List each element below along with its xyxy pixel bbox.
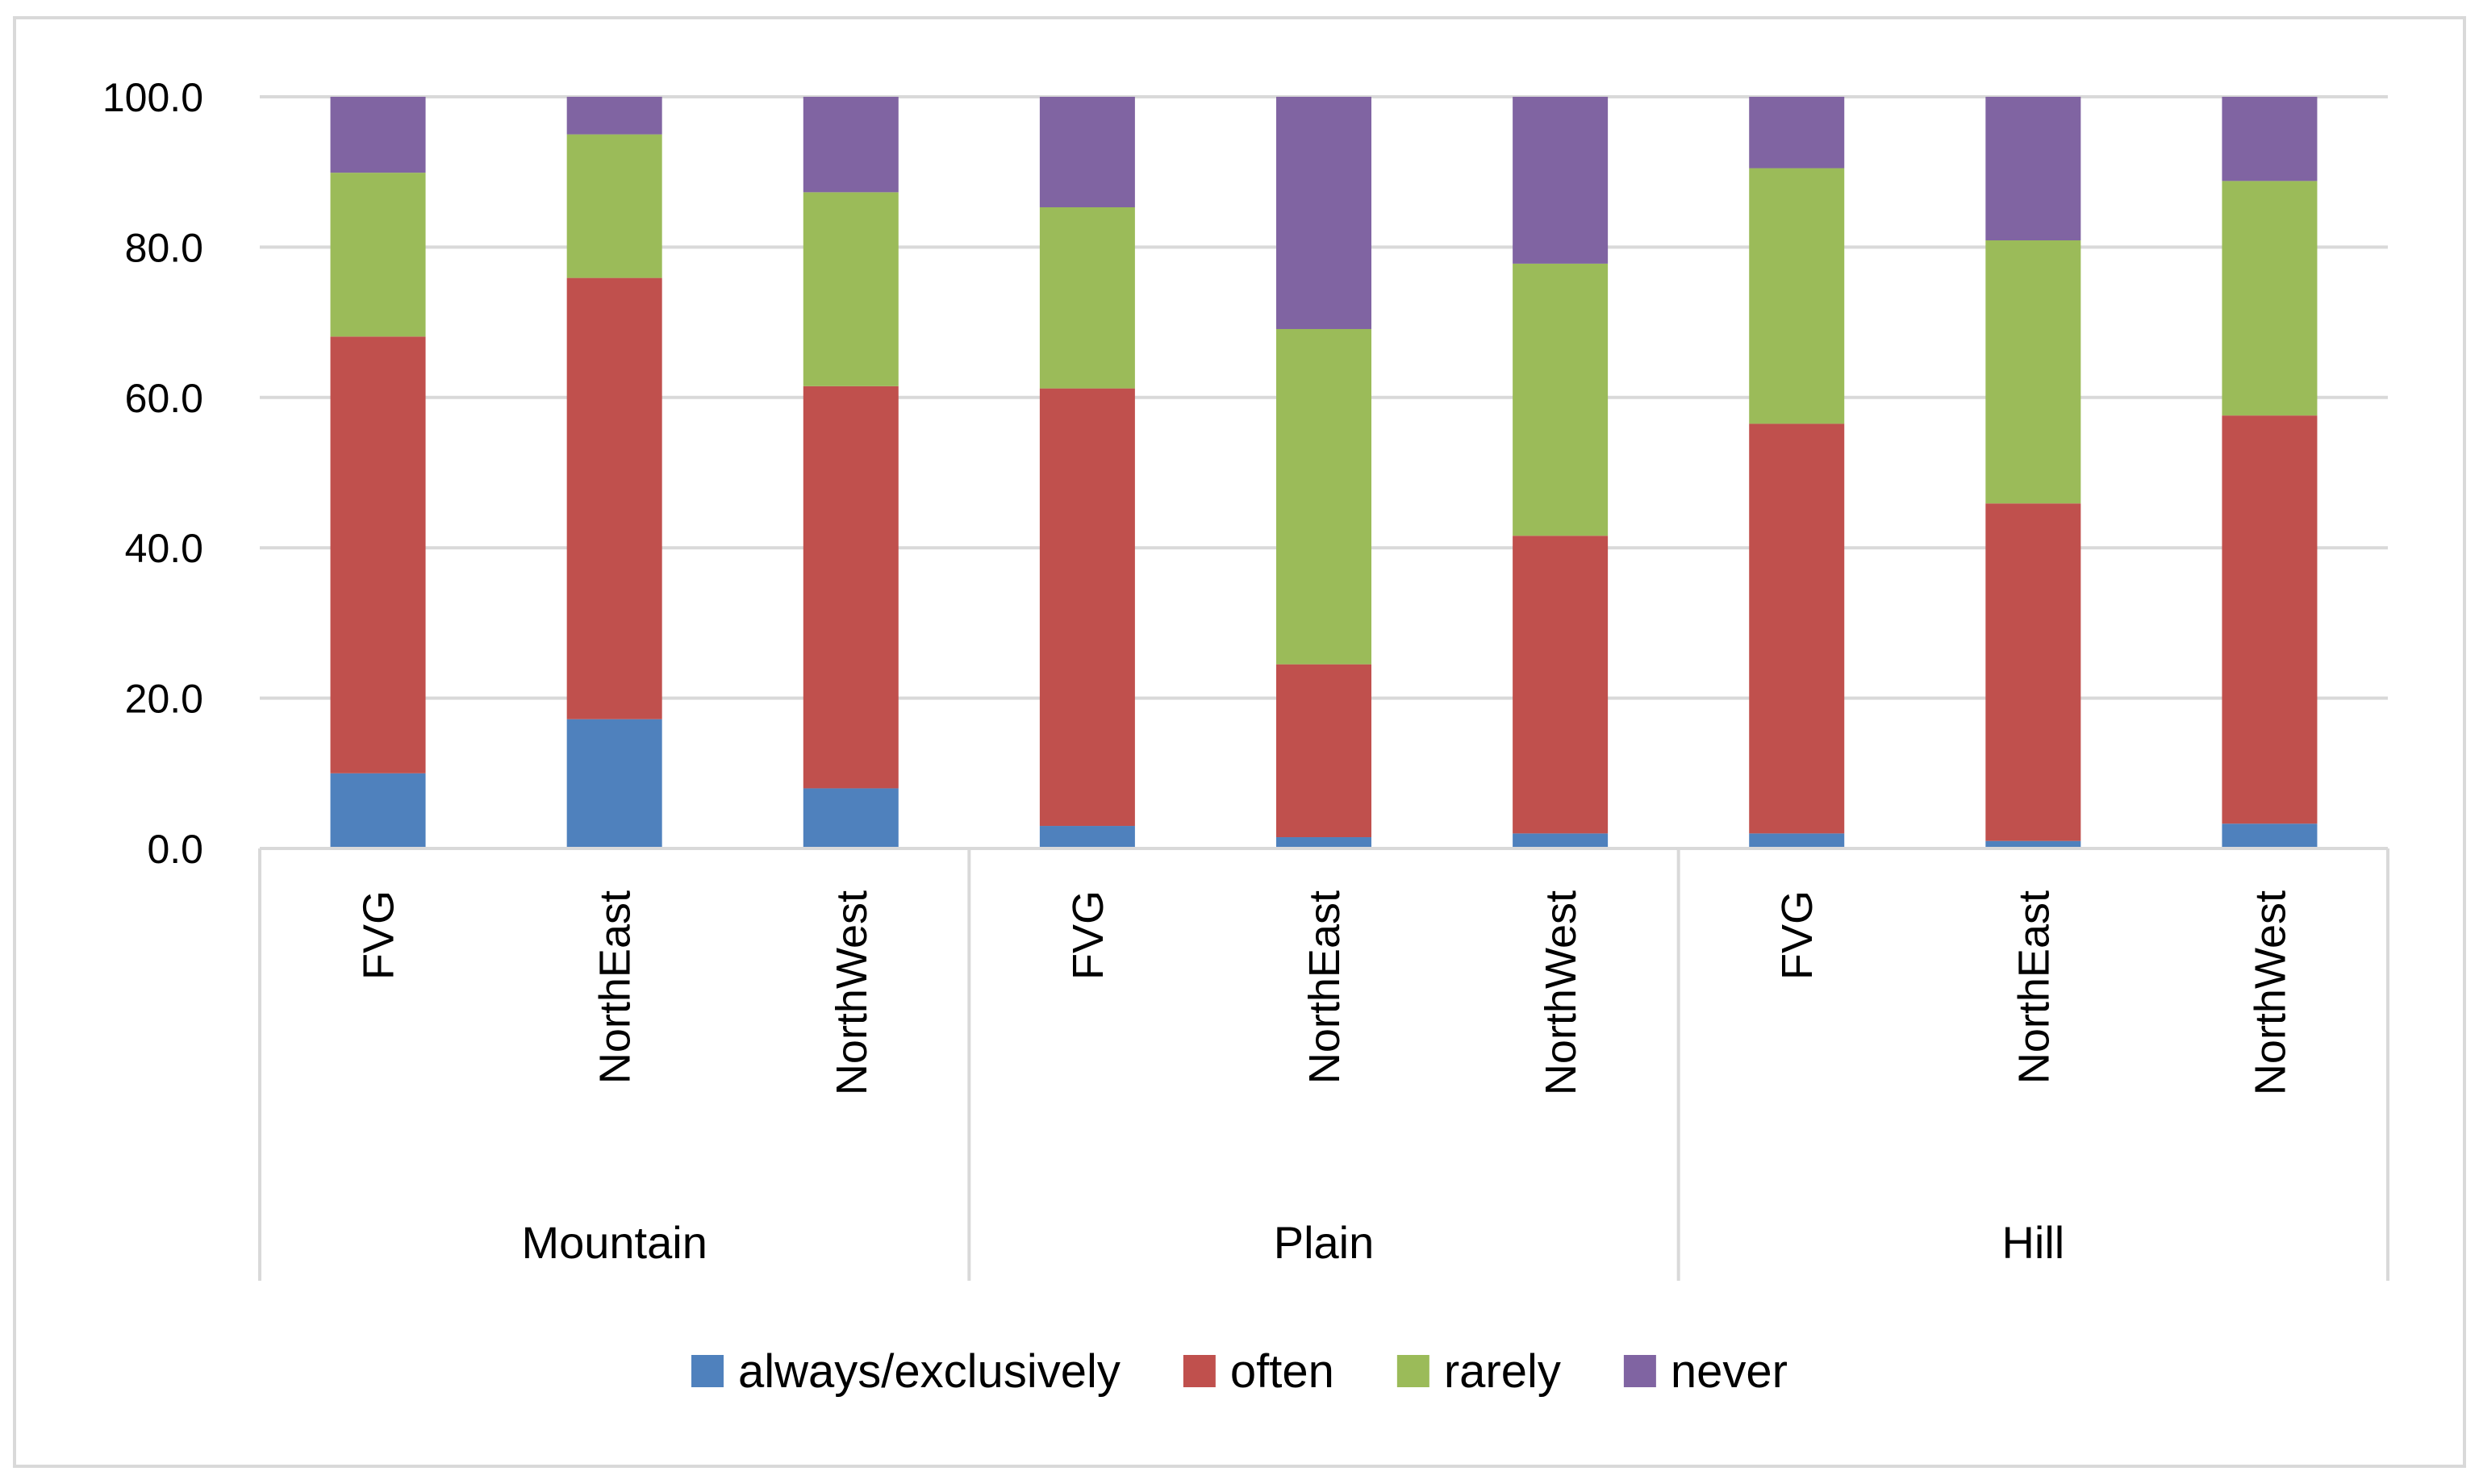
bar-segment-often [566,277,662,719]
x-category-label: NorthEast [2009,890,2058,1084]
bar-segment-often [2222,415,2318,824]
y-tick-label: 60.0 [125,376,203,421]
x-axis [258,847,2389,1281]
bars [330,97,2318,848]
bar-segment-never [566,97,662,135]
bar-segment-rarely [1513,263,1609,536]
legend-swatch [1623,1355,1656,1387]
bar-segment-always-exclusively [1039,826,1135,848]
bar-segment-rarely [1276,328,1371,665]
x-category-label: NorthWest [828,890,876,1095]
y-tick-label: 40.0 [125,526,203,571]
y-tick-label: 100.0 [102,75,203,120]
bar-segment-never [1276,97,1371,329]
bar-segment-often [803,386,899,789]
bar-segment-always-exclusively [1985,840,2081,848]
legend-label: always/exclusively [738,1345,1121,1398]
y-tick-label: 20.0 [125,677,203,722]
bar-segment-always-exclusively [1276,837,1371,848]
bar-segment-always-exclusively [1513,833,1609,848]
bar-segment-rarely [330,173,426,337]
x-category-label: NorthEast [1300,890,1349,1084]
bar-segment-never [330,97,426,173]
bar-segment-rarely [803,192,899,386]
legend: always/exclusively often rarely never [691,1345,1788,1398]
legend-swatch [1183,1355,1216,1387]
legend-swatch [691,1355,724,1387]
bar-segment-never [803,97,899,193]
bar-segment-always-exclusively [566,719,662,848]
bar-segment-never [2222,97,2318,181]
x-category-label: NorthWest [2246,890,2294,1095]
bar-segment-rarely [2222,181,2318,416]
bar-segment-never [1513,97,1609,264]
bar-segment-often [1513,536,1609,834]
y-tick-label: 80.0 [125,225,203,270]
legend-swatch [1396,1355,1429,1387]
bar-segment-often [1985,503,2081,841]
bar-segment-often [1039,388,1135,827]
x-group-label: Hill [2001,1217,2064,1268]
bar-segment-rarely [1039,207,1135,389]
x-category-label: FVG [355,890,403,980]
bar-segment-never [1039,97,1135,208]
bar-segment-always-exclusively [1749,833,1845,848]
bar-segment-never [1985,97,2081,241]
y-axis-tick-labels: 0.0 20.0 40.0 60.0 80.0 100.0 [102,75,203,872]
bar-segment-rarely [566,134,662,278]
legend-label: rarely [1444,1345,1561,1398]
bar-segment-rarely [1985,240,2081,504]
bar-segment-always-exclusively [2222,823,2318,848]
x-axis-category-labels: FVG NorthEast NorthWest FVG NorthEast NorthWe… [355,890,2295,1095]
x-category-label: NorthEast [591,890,640,1084]
bar-segment-often [1276,664,1371,838]
bar-segment-always-exclusively [803,788,899,848]
x-axis-group-labels: Mountain Plain Hill [521,1217,2064,1268]
x-category-label: FVG [1773,890,1822,980]
legend-label: often [1230,1345,1334,1398]
bar-segment-never [1749,97,1845,169]
legend-label: never [1671,1345,1788,1398]
bar-segment-rarely [1749,168,1845,424]
x-group-label: Mountain [521,1217,707,1268]
bar-segment-often [330,336,426,773]
bar-segment-always-exclusively [330,773,426,848]
y-tick-label: 0.0 [147,827,203,872]
x-group-label: Plain [1274,1217,1375,1268]
bar-segment-often [1749,423,1845,834]
x-category-label: NorthWest [1537,890,1585,1095]
x-category-label: FVG [1064,890,1112,980]
